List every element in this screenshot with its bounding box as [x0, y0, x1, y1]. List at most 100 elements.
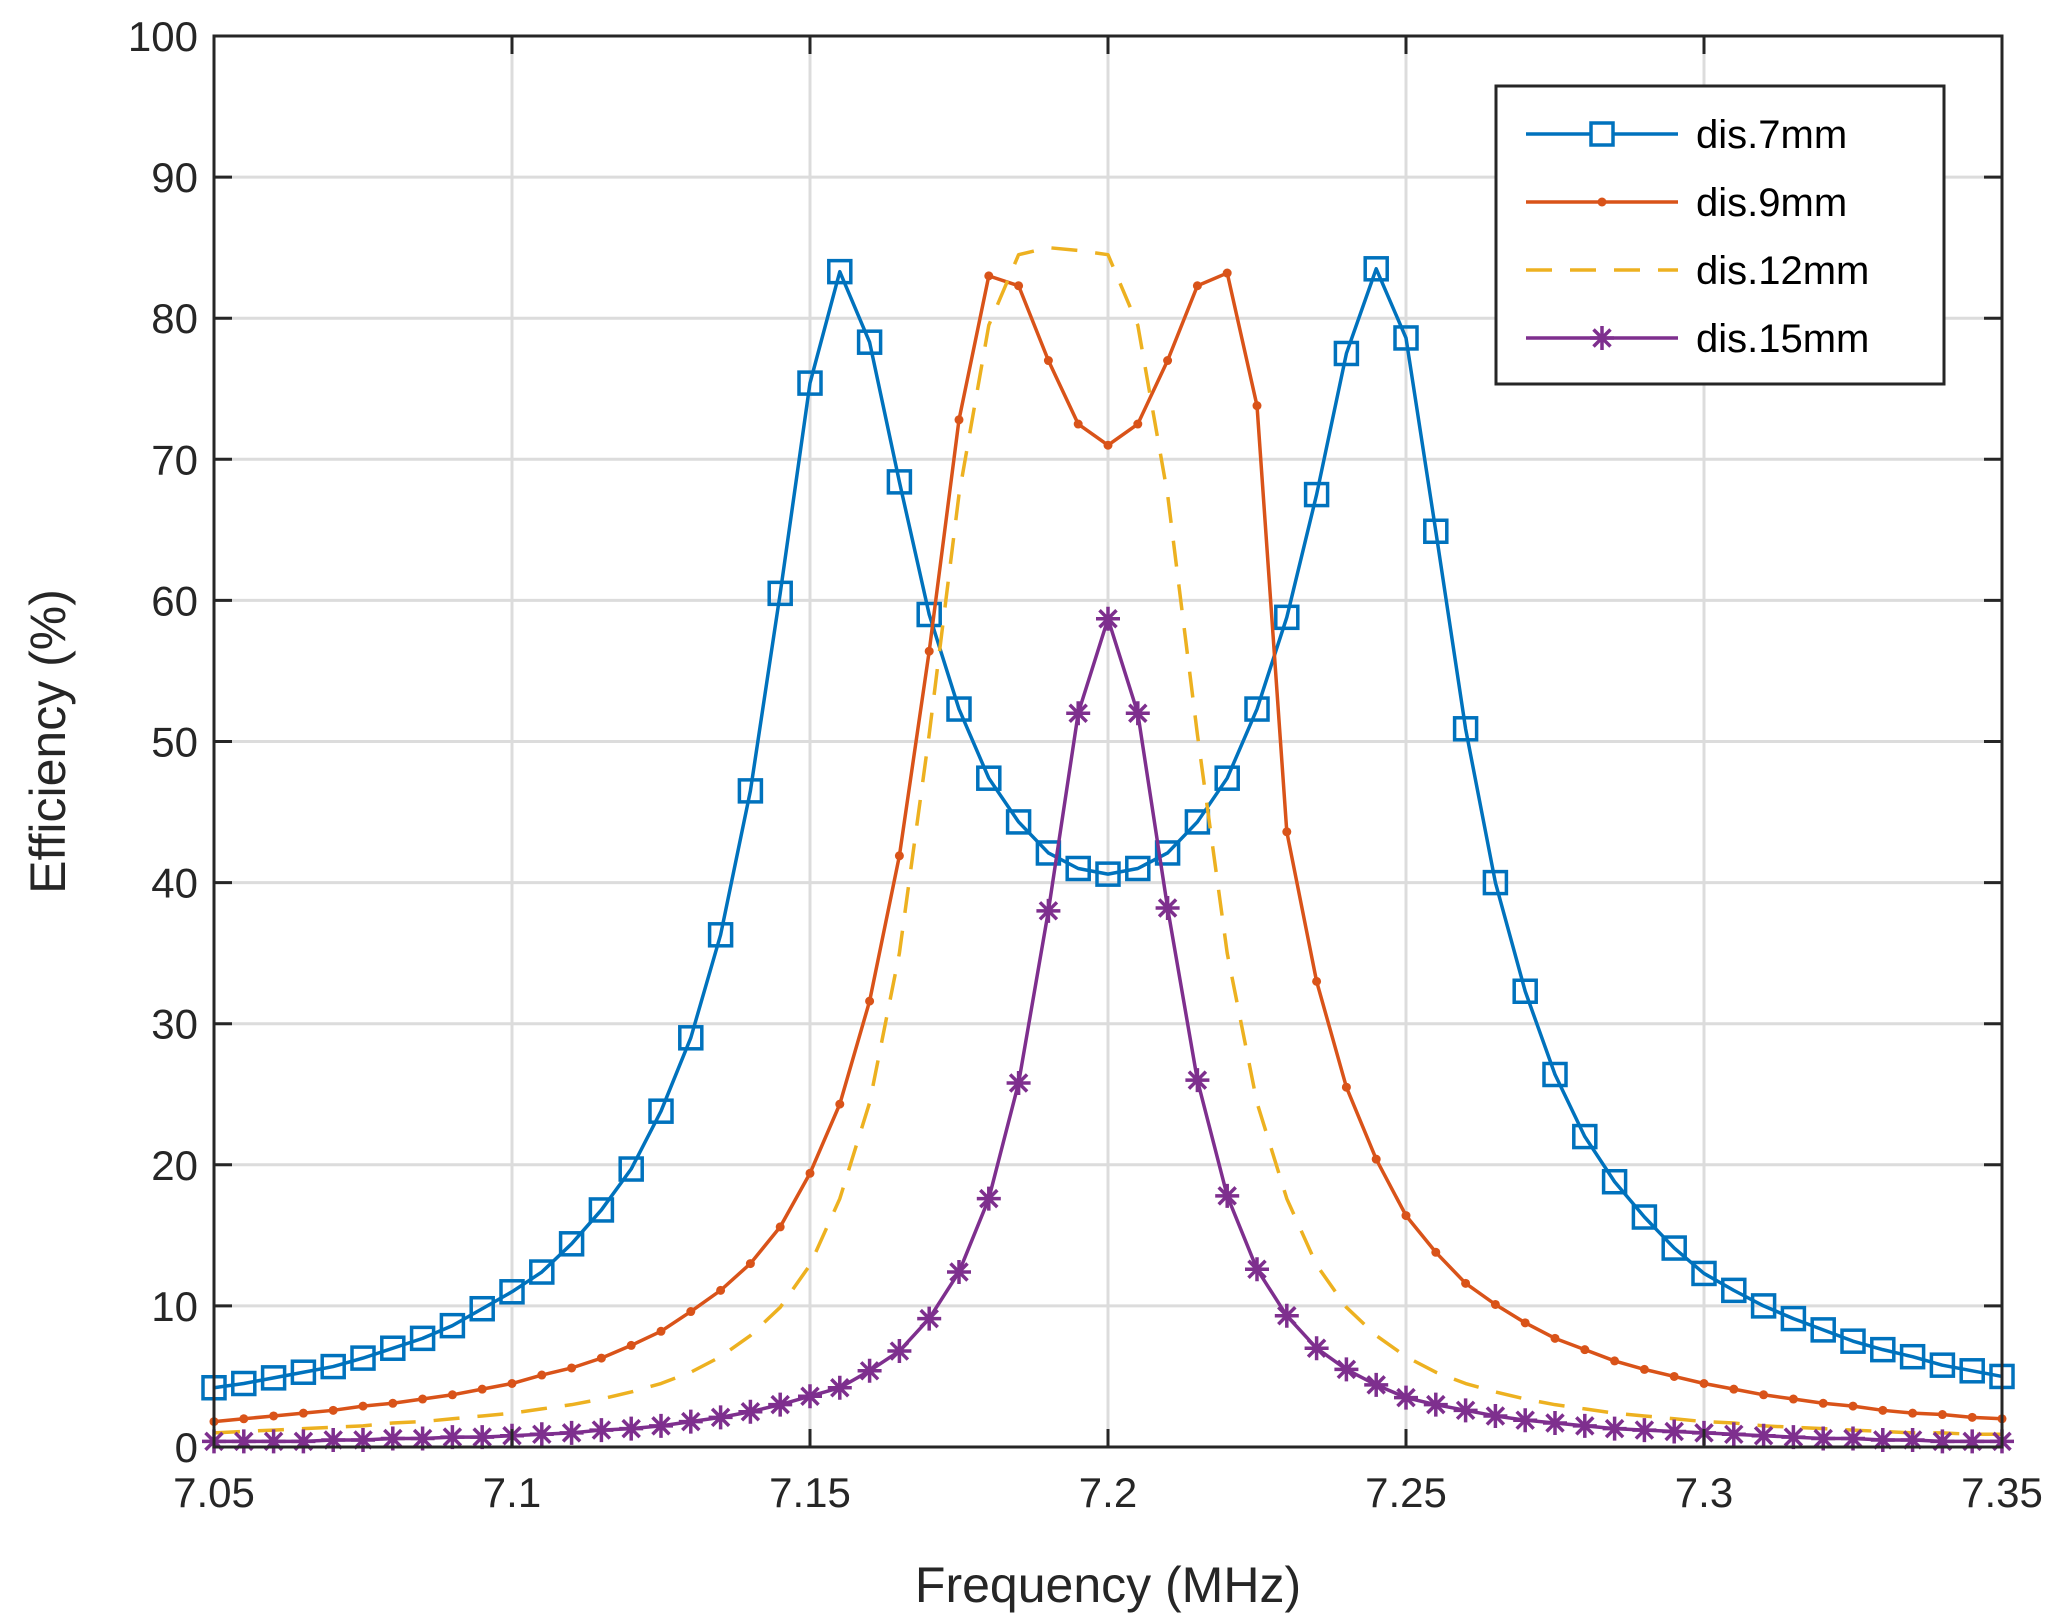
series-line [213, 267, 2003, 1390]
data-point-square [439, 1312, 466, 1339]
data-point-dot [775, 1222, 785, 1232]
data-point-asterisk [1215, 1183, 1240, 1208]
data-point-asterisk [1543, 1411, 1567, 1436]
data-point-square [320, 1353, 346, 1380]
legend-label: dis.12mm [1696, 249, 1869, 293]
data-point-dot [1371, 1154, 1381, 1164]
data-point-square [588, 1197, 615, 1223]
data-point-square [827, 258, 853, 285]
data-point-asterisk [1930, 1429, 1955, 1454]
data-point-dot [1461, 1278, 1471, 1288]
data-point-square [1333, 340, 1360, 367]
data-point-square [1929, 1352, 1956, 1378]
y-tick-label: 20 [151, 1142, 198, 1189]
y-tick-label: 80 [151, 295, 198, 342]
data-point-square [1780, 1305, 1807, 1332]
data-point-square [231, 1370, 257, 1397]
data-point-asterisk [1245, 1257, 1269, 1282]
x-tick-label: 7.1 [483, 1469, 541, 1516]
data-point-square [618, 1156, 644, 1182]
data-point-asterisk [678, 1409, 703, 1434]
data-point-square [1959, 1358, 1985, 1384]
data-point-asterisk [947, 1260, 971, 1285]
data-point-dot [447, 1390, 457, 1400]
y-tick-label: 0 [175, 1424, 198, 1471]
data-point-dot [954, 415, 964, 425]
data-point-square [1065, 855, 1091, 882]
legend-entry-dis.9mm: dis.9mm [1526, 181, 1847, 225]
data-point-asterisk [1334, 1357, 1359, 1382]
data-point-square [529, 1259, 555, 1285]
x-tick-label: 7.25 [1365, 1469, 1447, 1516]
data-point-square [1095, 861, 1121, 887]
data-point-dot [1759, 1390, 1769, 1400]
data-point-dot [1848, 1401, 1858, 1411]
data-point-square [916, 601, 942, 628]
y-tick-label: 30 [151, 1001, 198, 1048]
data-point-asterisk [827, 1375, 852, 1400]
data-point-square [976, 765, 1002, 791]
data-point-asterisk [887, 1339, 912, 1364]
data-point-square [1661, 1235, 1687, 1261]
data-point-asterisk [1721, 1422, 1746, 1447]
data-point-square [856, 329, 883, 355]
y-tick-label: 40 [151, 860, 198, 907]
data-point-square [1750, 1293, 1777, 1319]
data-point-asterisk [1960, 1429, 1985, 1454]
legend-entry-dis.15mm: dis.15mm [1526, 317, 1869, 361]
data-point-dot [1818, 1398, 1828, 1408]
data-point-square [737, 778, 764, 804]
data-point-dot [239, 1414, 249, 1424]
data-point-dot [1729, 1384, 1739, 1394]
data-point-square [1840, 1328, 1866, 1354]
data-point-square [1899, 1343, 1926, 1370]
data-point-dot [1103, 440, 1113, 450]
data-point-asterisk [1870, 1427, 1895, 1452]
data-point-asterisk [1036, 898, 1061, 923]
data-point-asterisk [1125, 701, 1150, 726]
data-point-asterisk [1662, 1419, 1687, 1444]
data-point-square [290, 1359, 317, 1385]
data-point-dot [388, 1398, 398, 1408]
data-point-square [1423, 518, 1449, 545]
data-point-asterisk [1304, 1336, 1329, 1361]
data-point-square [409, 1325, 436, 1352]
y-axis-title: Efficiency (%) [20, 589, 76, 894]
data-point-dot [1252, 401, 1262, 411]
legend-marker-square [1589, 121, 1615, 147]
data-point-asterisk [291, 1429, 316, 1454]
y-tick-label: 70 [151, 436, 198, 483]
data-point-asterisk [1274, 1303, 1299, 1328]
data-point-square [797, 370, 823, 396]
data-point-dot [716, 1285, 726, 1295]
data-point-square [380, 1335, 406, 1361]
data-point-dot [656, 1326, 666, 1336]
data-point-asterisk [917, 1306, 942, 1331]
data-point-asterisk [768, 1392, 793, 1417]
data-point-asterisk [976, 1186, 1001, 1211]
data-point-asterisk [708, 1405, 733, 1430]
data-point-dot [626, 1340, 636, 1350]
y-tick-label: 60 [151, 577, 198, 624]
data-point-square [1572, 1123, 1598, 1150]
data-point-dot [894, 851, 904, 861]
y-tick-label: 10 [151, 1283, 198, 1330]
data-point-asterisk [1781, 1425, 1806, 1450]
data-point-dot [1312, 976, 1322, 986]
data-point-square [1721, 1277, 1747, 1304]
data-point-dot [1341, 1082, 1351, 1092]
data-point-dot [1490, 1299, 1500, 1309]
data-point-asterisk [440, 1425, 465, 1450]
data-point-square [499, 1279, 525, 1305]
data-point-asterisk [1841, 1426, 1865, 1451]
data-point-square [1363, 256, 1389, 282]
data-point-dot [805, 1168, 815, 1178]
data-point-square [707, 922, 734, 948]
data-point-square [1125, 855, 1151, 882]
data-point-dot [1133, 419, 1143, 429]
data-point-asterisk [1423, 1392, 1448, 1417]
data-point-asterisk [321, 1427, 346, 1452]
data-point-dot [865, 996, 875, 1006]
data-point-asterisk [1006, 1070, 1031, 1095]
